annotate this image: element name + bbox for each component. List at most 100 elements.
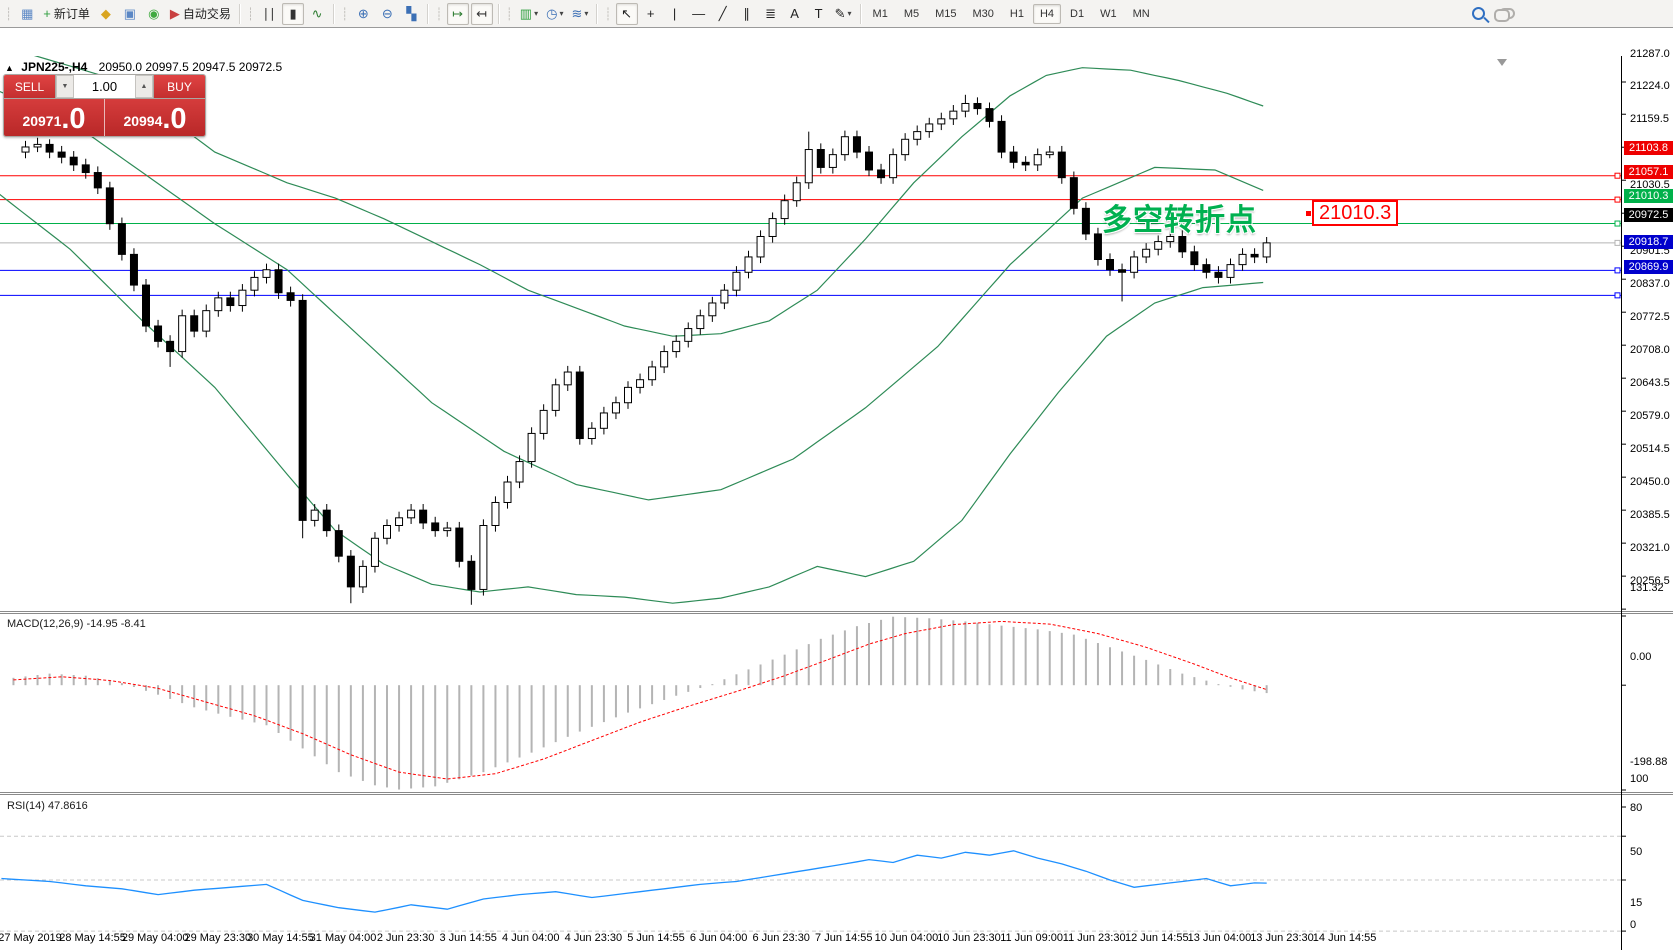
price-axis-label: 20643.5 [1630,376,1670,389]
timeframe-w1[interactable]: W1 [1100,7,1117,20]
buy-price[interactable]: 20994.0 [104,99,205,136]
trendline-icon[interactable]: ╱ [712,3,734,25]
channel-icon[interactable]: ∥ [736,3,758,25]
candles[interactable] [21,94,1271,605]
level-price-chip: 20869.9 [1624,260,1673,275]
horizontal-line-icon[interactable]: — [688,3,710,25]
chevron-down-icon[interactable]: ▾ [584,9,589,18]
shapes-icon[interactable]: ✎ ▾ [832,3,855,25]
trendline-icon: ╱ [718,5,727,21]
current-price-chip: 20972.5 [1624,207,1673,222]
sell-price[interactable]: 20971.0 [4,99,104,136]
zoom-in-icon[interactable]: ⊕ [352,3,374,25]
timeframe-m5[interactable]: M5 [903,7,920,20]
level-anchor [1614,220,1621,227]
candlestick-chart-type-icon[interactable]: ▮ [282,2,305,25]
volume-stepper: ▼ 1.00 ▲ [55,75,154,98]
vertical-line-icon[interactable]: | [664,3,686,25]
periods-icon[interactable]: ◷ ▾ [543,3,566,25]
tile-windows-icon[interactable]: ▚ [400,3,422,25]
time-axis-label: 3 Jun 14:55 [439,932,497,944]
toolbar-separator [859,3,861,24]
profiles-icon: ▣ [123,5,136,21]
chart-text-annotation[interactable]: 多空转折点 [1102,204,1257,237]
market-sound-icon: ◉ [148,5,160,21]
fibonacci-icon[interactable]: ≣ [760,3,782,25]
time-axis-label: 28 May 14:55 [59,932,126,944]
line-chart-type-icon: ∿ [311,5,323,21]
chart-canvas[interactable] [0,28,1673,950]
price-axis-label: 20837.0 [1630,277,1670,290]
buy-button[interactable]: BUY [154,75,205,98]
price-callout-label[interactable]: 21010.3 [1305,200,1399,226]
new-order-label: 新订单 [53,7,90,21]
chevron-down-icon[interactable]: ▾ [847,9,852,18]
buy-price-main: 20994 [123,113,163,129]
volume-increase-icon[interactable]: ▲ [135,75,153,98]
text-icon: A [790,6,799,21]
eraser-icon[interactable]: ◆ [95,3,117,25]
market-sound-icon[interactable]: ◉ [143,3,165,25]
chart-shift-icon[interactable]: ↤ [470,2,493,25]
level-anchor [1614,292,1621,299]
ohlc-values: 20950.0 20997.5 20947.5 20972.5 [98,60,283,74]
volume-input[interactable]: 1.00 [91,79,118,94]
cursor-icon[interactable]: ↖ [615,2,638,25]
profiles-icon[interactable]: ▣ [119,3,141,25]
chevron-down-icon[interactable]: ▾ [559,9,564,18]
rsi-axis-label: 100 [1630,772,1649,785]
text-icon[interactable]: A [784,3,806,25]
time-axis-label: 30 May 14:55 [247,932,314,944]
macd-label: MACD(12,26,9) -14.95 -8.41 [7,618,146,630]
text-label-icon[interactable]: T [808,3,830,25]
bar-chart-type-icon[interactable]: ∣∣ [258,3,280,25]
price-axis-label: 21030.5 [1630,178,1670,191]
timeframe-mn[interactable]: MN [1132,7,1150,20]
zoom-out-icon[interactable]: ⊖ [376,3,398,25]
time-axis-label: 13 Jun 04:00 [1187,932,1252,944]
rsi-line [1,850,1267,913]
timeframe-m30[interactable]: M30 [972,7,994,20]
crosshair-icon[interactable]: + [640,3,662,25]
chart-area[interactable]: ▲ JPN225-,H4 20950.0 20997.5 20947.5 209… [0,28,1673,950]
channel-icon: ∥ [743,5,750,21]
timeframe-m1[interactable]: M1 [872,7,888,20]
price-axis-label: 20385.5 [1630,508,1670,521]
volume-decrease-icon[interactable]: ▼ [56,75,74,98]
timeframe-d1[interactable]: D1 [1070,7,1085,20]
text-label-icon: T [814,6,823,21]
sell-price-main: 20971 [22,113,62,129]
auto-scroll-icon[interactable]: ↦ [446,2,469,25]
line-chart-type-icon[interactable]: ∿ [306,3,328,25]
time-axis-label: 6 Jun 23:30 [752,932,810,944]
vertical-line-icon: | [672,6,677,21]
new-chart-icon[interactable]: ▥ ▾ [517,3,541,25]
price-axis-label: 20256.5 [1630,574,1670,587]
chevron-down-icon[interactable]: ▾ [534,9,539,18]
time-axis-label: 29 May 04:00 [121,932,189,944]
timeframe-h1[interactable]: H1 [1009,7,1024,20]
cursor-icon: ↖ [621,5,633,21]
time-axis-label: 14 Jun 14:55 [1312,932,1377,944]
rsi-axis-label: 15 [1630,896,1643,909]
sell-price-big-digit: .0 [61,103,86,135]
indicators-list-icon[interactable]: ≋ ▾ [568,3,591,25]
sell-button[interactable]: SELL [4,75,55,98]
panel-collapse-icon[interactable]: ▲ [5,63,14,73]
charts-grid-icon[interactable]: ▦ [16,3,38,25]
eraser-icon: ◆ [100,5,111,21]
timeframe-m15[interactable]: M15 [935,7,957,20]
chat-icon[interactable] [1494,8,1515,22]
auto-trading-label: 自动交易 [182,7,231,21]
timeframe-h4[interactable]: H4 [1032,3,1062,24]
buy-price-big-digit: .0 [162,103,187,135]
chart-shift-marker-icon[interactable] [1497,59,1507,66]
search-icon[interactable] [1472,7,1485,20]
price-axis-label: 20772.5 [1630,310,1670,323]
time-axis-label: 11 Jun 09:00 [1000,932,1063,944]
auto-trading-icon[interactable]: ▶ 自动交易 [167,3,234,25]
new-order-icon[interactable]: + 新订单 [40,3,93,25]
level-anchor [1614,239,1621,246]
horizontal-line-icon: — [692,6,706,21]
time-axis-label: 4 Jun 04:00 [502,932,560,944]
